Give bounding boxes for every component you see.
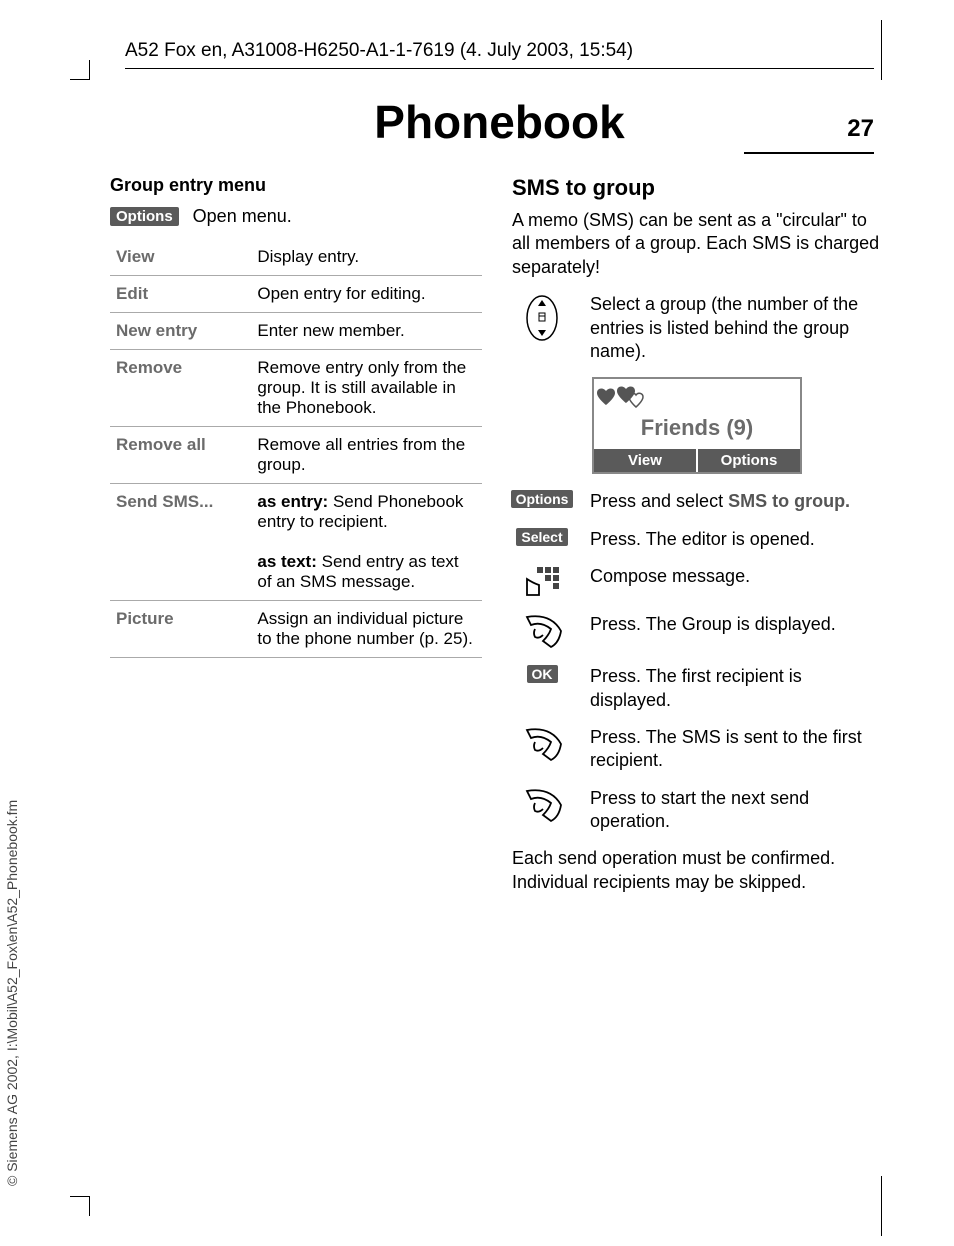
text: Press and select bbox=[590, 491, 728, 511]
crop-mark bbox=[70, 60, 90, 80]
intro-text: A memo (SMS) can be sent as a "circular"… bbox=[512, 209, 884, 279]
menu-key: Remove all bbox=[110, 427, 251, 484]
menu-key: Picture bbox=[110, 601, 251, 658]
group-entry-menu-table: View Display entry. Edit Open entry for … bbox=[110, 239, 482, 658]
left-heading: Group entry menu bbox=[110, 175, 482, 196]
menu-key: Send SMS... bbox=[110, 484, 251, 601]
keypad-icon bbox=[512, 565, 572, 599]
step-text: Press. The SMS is sent to the first reci… bbox=[590, 726, 884, 773]
doc-header: A52 Fox en, A31008-H6250-A1-1-7619 (4. J… bbox=[125, 40, 874, 69]
phone-screen-mock: Friends (9) View Options bbox=[592, 377, 802, 474]
step-text: Press. The first recipient is displayed. bbox=[590, 665, 884, 712]
menu-key: View bbox=[110, 239, 251, 276]
bold: as text: bbox=[257, 552, 317, 571]
page-number: 27 bbox=[847, 115, 874, 143]
copyright-sidetext: © Siemens AG 2002, I:\Mobil\A52_Fox\en\A… bbox=[4, 800, 20, 1186]
options-softkey: Options bbox=[511, 490, 574, 508]
menu-key: Edit bbox=[110, 276, 251, 313]
menu-val: Remove entry only from the group. It is … bbox=[251, 350, 482, 427]
step-text: Select a group (the number of the entrie… bbox=[590, 293, 884, 363]
menu-val: Display entry. bbox=[251, 239, 482, 276]
menu-val: as entry: Send Phonebook entry to recipi… bbox=[251, 484, 482, 601]
footer-text: Each send operation must be confirmed. I… bbox=[512, 847, 884, 894]
phone-group-label: Friends (9) bbox=[594, 413, 800, 449]
step-text: Compose message. bbox=[590, 565, 884, 588]
crop-mark bbox=[881, 20, 889, 80]
menu-val: Open entry for editing. bbox=[251, 276, 482, 313]
bold: SMS to group. bbox=[728, 491, 850, 511]
hearts-icon bbox=[594, 379, 800, 413]
call-key-icon bbox=[512, 787, 572, 825]
menu-key: Remove bbox=[110, 350, 251, 427]
phone-softkey-view: View bbox=[594, 449, 698, 472]
step-text: Press. The editor is opened. bbox=[590, 528, 884, 551]
call-key-icon bbox=[512, 613, 572, 651]
menu-val: Remove all entries from the group. bbox=[251, 427, 482, 484]
nav-key-icon bbox=[512, 293, 572, 343]
options-softkey: Options bbox=[110, 207, 179, 226]
phone-softkey-options: Options bbox=[698, 449, 800, 472]
menu-val: Enter new member. bbox=[251, 313, 482, 350]
step-text: Press and select SMS to group. bbox=[590, 490, 884, 513]
ok-softkey: OK bbox=[527, 665, 558, 683]
right-heading: SMS to group bbox=[512, 175, 884, 201]
select-softkey: Select bbox=[516, 528, 567, 546]
step-text: Press to start the next send operation. bbox=[590, 787, 884, 834]
page-title: Phonebook bbox=[125, 95, 874, 149]
title-underline bbox=[744, 152, 874, 154]
crop-mark bbox=[70, 1196, 90, 1216]
menu-val: Assign an individual picture to the phon… bbox=[251, 601, 482, 658]
menu-key: New entry bbox=[110, 313, 251, 350]
options-text: Open menu. bbox=[193, 206, 292, 227]
call-key-icon bbox=[512, 726, 572, 764]
bold: as entry: bbox=[257, 492, 328, 511]
step-text: Press. The Group is displayed. bbox=[590, 613, 884, 636]
